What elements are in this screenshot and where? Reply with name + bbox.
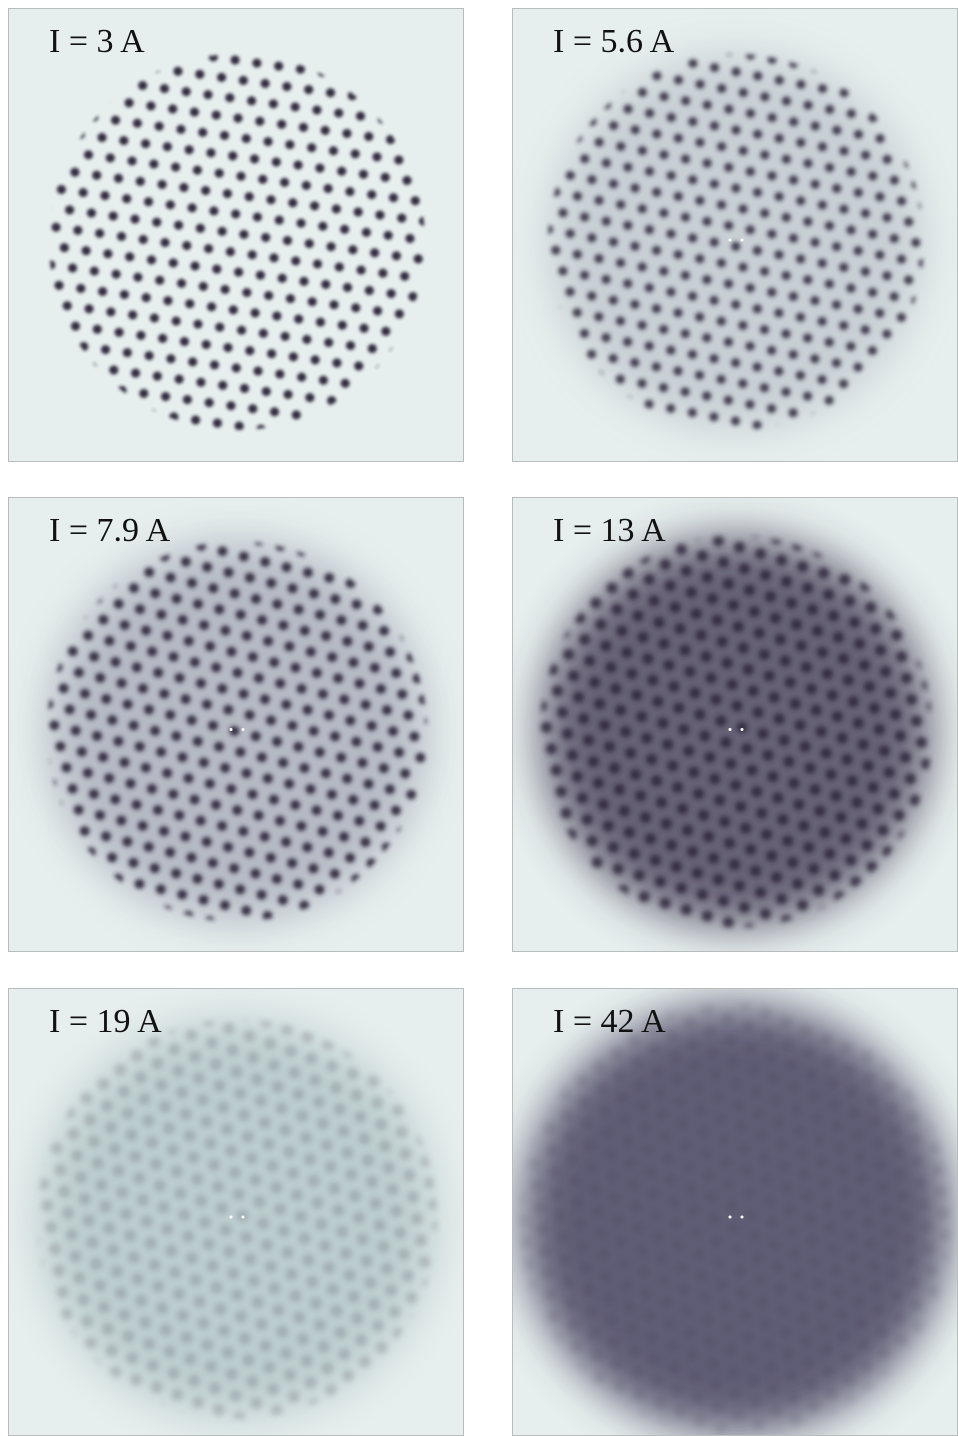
panel-label: I = 19 A [49, 1003, 162, 1041]
figure: I = 3 A I = 5.6 A I = 7.9 A I = 13 A I = 19 … [0, 0, 958, 1436]
pattern-image [9, 9, 464, 462]
center-spot [729, 1216, 732, 1219]
lattice-disk [548, 54, 924, 430]
image-panel: I = 42 A [512, 988, 958, 1436]
lattice-group [47, 542, 427, 922]
panel-label: I = 13 A [553, 512, 666, 550]
center-spot [741, 728, 744, 731]
lattice-group [49, 54, 425, 430]
center-spot [242, 1216, 245, 1219]
pattern-image [513, 989, 958, 1436]
panel-label: I = 42 A [553, 1003, 666, 1041]
center-spot [741, 1216, 744, 1219]
image-panel: I = 7.9 A [8, 497, 464, 952]
image-panel: I = 13 A [512, 497, 958, 952]
lattice-group [37, 1019, 437, 1419]
lattice-group [540, 536, 932, 928]
lattice-group [548, 54, 924, 430]
center-spot [242, 728, 245, 731]
center-spot [729, 239, 732, 242]
pattern-image [9, 989, 464, 1436]
center-spot [230, 1216, 233, 1219]
pattern-image [513, 498, 958, 952]
center-spot [741, 239, 744, 242]
lattice-disk [47, 542, 427, 922]
lattice-disk [37, 1019, 437, 1419]
image-panel: I = 3 A [8, 8, 464, 462]
image-panel: I = 19 A [8, 988, 464, 1436]
center-spot [729, 728, 732, 731]
lattice-disk [49, 54, 425, 430]
center-spot [230, 728, 233, 731]
panel-label: I = 3 A [49, 23, 145, 61]
panel-label: I = 5.6 A [553, 23, 674, 61]
lattice-group [521, 1004, 951, 1434]
panel-label: I = 7.9 A [49, 512, 170, 550]
image-panel: I = 5.6 A [512, 8, 958, 462]
lattice-disk [521, 1004, 951, 1434]
pattern-image [9, 498, 464, 952]
lattice-disk [540, 536, 932, 928]
pattern-image [513, 9, 958, 462]
